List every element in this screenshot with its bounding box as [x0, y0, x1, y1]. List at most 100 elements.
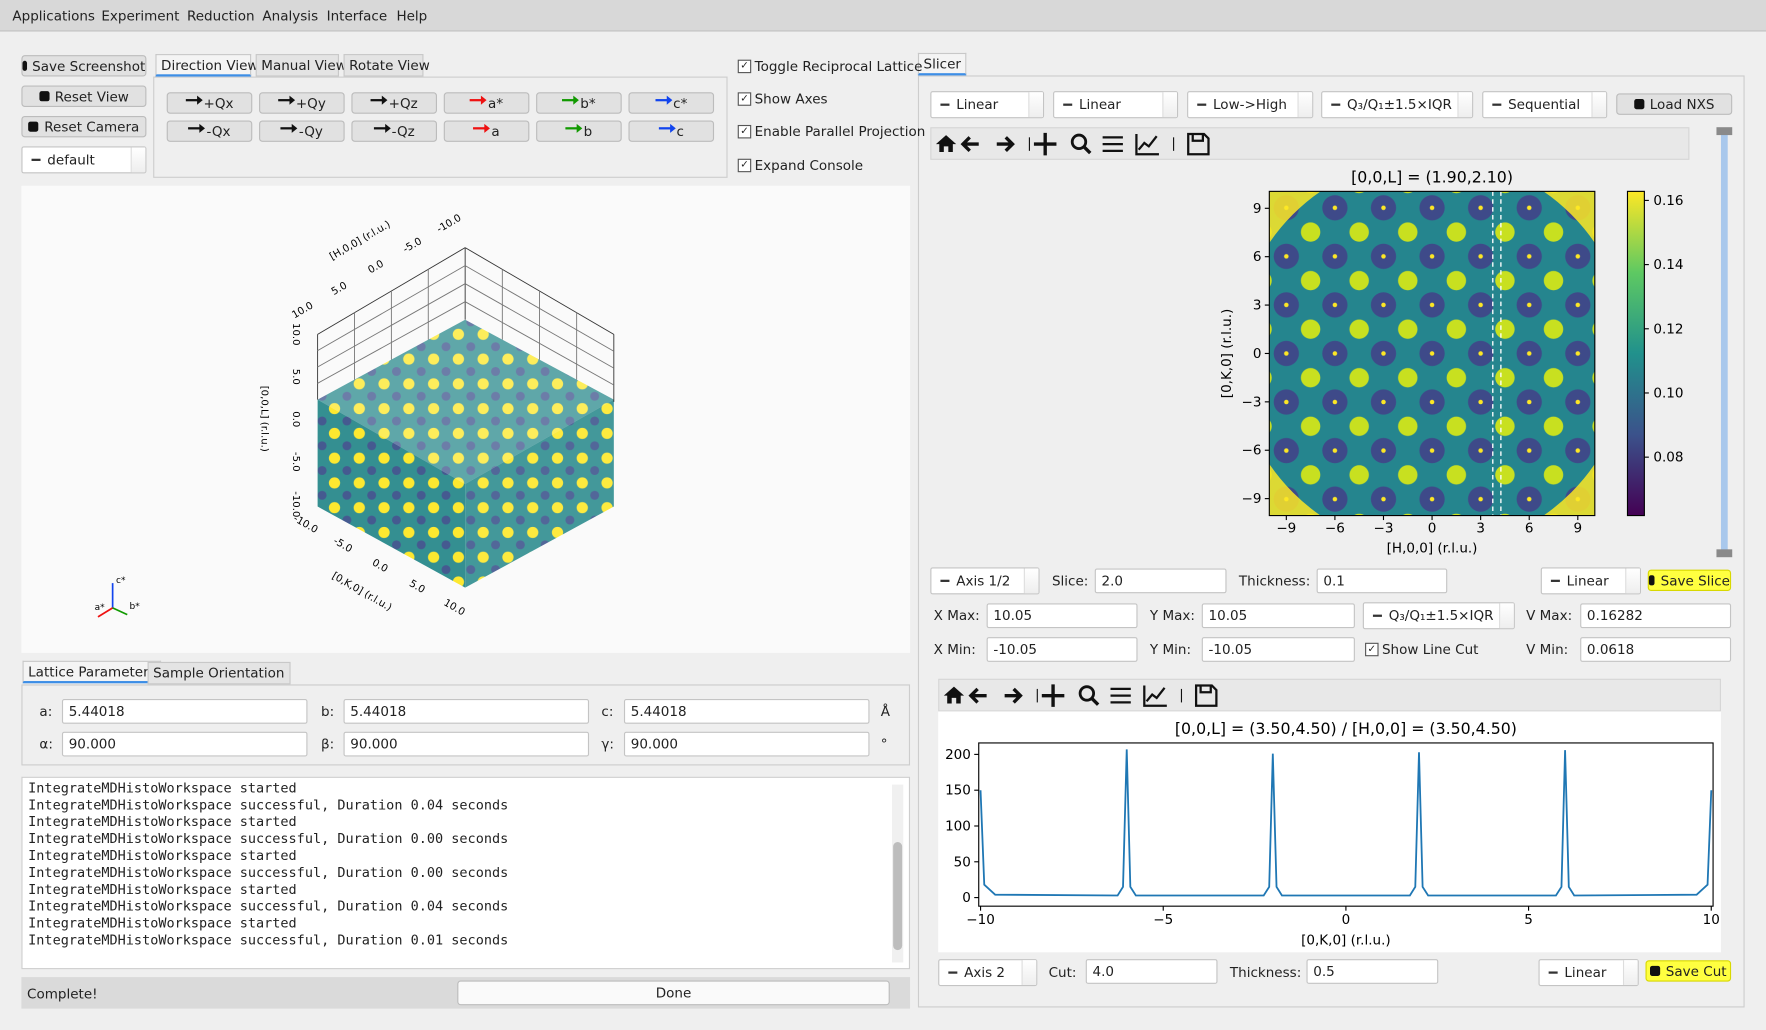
x-min-input[interactable]: -10.05	[986, 637, 1138, 662]
button-text: +Qz	[388, 95, 418, 111]
status-text: Complete!	[27, 986, 98, 1002]
direction-button[interactable]: -Qy	[259, 120, 345, 142]
camera-combo[interactable]: default	[21, 146, 147, 174]
option-checkbox[interactable]: Show Axes	[737, 91, 828, 107]
scale-combo[interactable]: Linear	[1538, 959, 1639, 987]
x-max-input[interactable]: 10.05	[986, 603, 1138, 629]
console-scroll-handle[interactable]	[893, 842, 903, 951]
done-button[interactable]: Done	[457, 980, 890, 1006]
param-tab[interactable]: Sample Orientation	[147, 661, 291, 685]
direction-button[interactable]: c*	[628, 92, 715, 114]
param-label: a:	[39, 703, 53, 720]
console-line: IntegrateMDHistoWorkspace started	[28, 915, 297, 931]
direction-button[interactable]: a*	[443, 92, 530, 114]
v-min-input[interactable]: 0.0618	[1580, 637, 1732, 662]
param-input[interactable]: 5.44018	[61, 699, 308, 724]
direction-button[interactable]: b*	[536, 92, 622, 114]
menu-item[interactable]: Help	[396, 7, 428, 24]
save-cut-button[interactable]: Save Cut	[1645, 960, 1732, 982]
param-unit: °	[880, 736, 888, 752]
slicer-tab[interactable]: Slicer	[917, 52, 967, 76]
param-label: α:	[39, 736, 53, 752]
view-3d	[21, 185, 911, 653]
axis-combo[interactable]: Axis 1/2	[930, 567, 1040, 595]
tool-button[interactable]: Reset Camera	[21, 115, 147, 138]
arrow-icon	[185, 95, 203, 105]
slider-handle[interactable]	[1716, 127, 1733, 136]
button-text: b*	[580, 95, 596, 111]
arrow-icon	[277, 95, 295, 105]
menu-item[interactable]: Applications	[12, 7, 95, 24]
button-text: c	[676, 123, 684, 140]
direction-button[interactable]: -Qz	[351, 120, 437, 142]
arrow-icon	[370, 95, 388, 105]
param-input[interactable]: 5.44018	[343, 699, 590, 724]
arrow-icon	[470, 95, 487, 105]
param-input[interactable]: 90.000	[623, 731, 870, 757]
line-cut-checkbox[interactable]: Show Line Cut	[1365, 642, 1478, 657]
thickness-input[interactable]: 0.1	[1316, 568, 1448, 594]
arrow-icon	[373, 123, 391, 133]
param-input[interactable]: 5.44018	[623, 699, 870, 724]
direction-button[interactable]: b	[536, 120, 622, 142]
arrow-icon	[280, 123, 298, 133]
direction-button[interactable]: a	[443, 120, 530, 142]
console-line: IntegrateMDHistoWorkspace successful, Du…	[28, 830, 509, 847]
label: V Min:	[1526, 641, 1569, 658]
menu-item[interactable]: Interface	[326, 7, 388, 24]
param-input[interactable]: 90.000	[343, 731, 590, 757]
scale-combo[interactable]: Linear	[1540, 567, 1641, 595]
param-tab[interactable]: Lattice Parameters	[22, 660, 162, 684]
tool-button[interactable]: Save Screenshot	[21, 55, 147, 77]
load-button[interactable]: Load NXS	[1616, 93, 1733, 115]
option-checkbox[interactable]: Enable Parallel Projection	[737, 124, 925, 140]
slider-track[interactable]	[1720, 130, 1728, 554]
mode-combo[interactable]: Low->High	[1187, 91, 1314, 119]
y-min-input[interactable]: -10.05	[1201, 637, 1355, 662]
direction-button[interactable]: +Qx	[166, 92, 253, 114]
view-tab[interactable]: Manual View	[255, 54, 347, 77]
direction-button[interactable]: +Qy	[259, 92, 345, 114]
button-text: -Qz	[391, 123, 415, 140]
param-label: c:	[601, 703, 614, 720]
view-tab[interactable]: Rotate View	[343, 54, 430, 77]
button-text: +Qy	[295, 95, 326, 111]
slice-input[interactable]: 2.0	[1094, 568, 1227, 594]
mode-combo[interactable]: Sequential	[1482, 91, 1608, 119]
option-checkbox[interactable]: Expand Console	[737, 158, 863, 173]
label: V Max:	[1526, 607, 1573, 624]
toolbar	[930, 127, 1690, 160]
option-checkbox[interactable]: Toggle Reciprocal Lattice	[737, 59, 922, 74]
label: Cut:	[1048, 964, 1077, 981]
menu-item[interactable]: Experiment	[101, 7, 180, 24]
mode-combo[interactable]: Q₃/Q₁±1.5×IQR	[1321, 91, 1474, 119]
v-max-input[interactable]: 0.16282	[1580, 603, 1732, 629]
cut-input[interactable]: 4.0	[1085, 959, 1218, 984]
button-text: a*	[488, 95, 504, 111]
thickness-input[interactable]: 0.5	[1306, 959, 1439, 984]
button-text: b	[583, 123, 593, 140]
direction-button[interactable]: +Qz	[351, 92, 437, 114]
menu-item[interactable]: Reduction	[186, 7, 255, 24]
direction-button[interactable]: -Qx	[166, 120, 253, 142]
slider-handle[interactable]	[1716, 549, 1733, 558]
view-tab[interactable]: Direction View	[155, 54, 258, 77]
param-input[interactable]: 90.000	[61, 731, 308, 757]
direction-button[interactable]: c	[628, 120, 715, 142]
tool-button[interactable]: Reset View	[21, 85, 147, 107]
console-line: IntegrateMDHistoWorkspace successful, Du…	[28, 898, 509, 915]
param-label: γ:	[601, 736, 614, 752]
clim-combo[interactable]: Q₃/Q₁±1.5×IQR	[1362, 602, 1515, 630]
y-max-input[interactable]: 10.05	[1201, 603, 1355, 629]
slicer-panel	[917, 75, 1745, 1008]
menu-item[interactable]: Analysis	[262, 7, 319, 24]
save-slice-button[interactable]: Save Slice	[1647, 569, 1732, 591]
label: Slice:	[1051, 572, 1089, 589]
arrow-icon	[655, 95, 673, 105]
axis-combo[interactable]: Axis 2	[938, 959, 1038, 987]
button-text: -Qy	[298, 123, 323, 140]
param-label: b:	[320, 703, 335, 720]
mode-combo[interactable]: Linear	[930, 91, 1045, 119]
mode-combo[interactable]: Linear	[1053, 91, 1179, 119]
